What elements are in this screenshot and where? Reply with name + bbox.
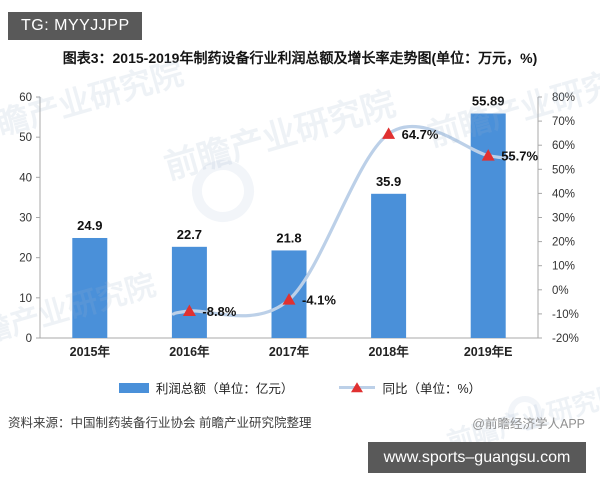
svg-text:10: 10 xyxy=(19,293,32,305)
svg-text:50: 50 xyxy=(19,132,32,144)
svg-text:30: 30 xyxy=(19,213,32,225)
svg-text:35.9: 35.9 xyxy=(376,174,401,189)
svg-text:60: 60 xyxy=(19,92,32,104)
legend-item-profit: 利润总额（单位：亿元） xyxy=(118,378,294,397)
svg-text:20: 20 xyxy=(19,253,32,265)
legend-label-profit: 利润总额（单位：亿元） xyxy=(155,382,294,396)
svg-text:70%: 70% xyxy=(552,116,575,128)
svg-text:2019年E: 2019年E xyxy=(464,344,513,359)
svg-text:2018年: 2018年 xyxy=(368,344,409,359)
svg-text:40%: 40% xyxy=(552,188,575,200)
tg-banner: TG: MYYJJPP xyxy=(8,12,142,40)
svg-text:24.9: 24.9 xyxy=(77,218,102,233)
svg-text:40: 40 xyxy=(19,172,32,184)
svg-text:50%: 50% xyxy=(552,164,575,176)
svg-text:-20%: -20% xyxy=(552,333,579,345)
source-note: 资料来源：中国制药装备行业协会 前瞻产业研究院整理 xyxy=(8,416,312,430)
svg-text:2015年: 2015年 xyxy=(70,344,111,359)
svg-text:55.7%: 55.7% xyxy=(501,149,538,164)
svg-text:80%: 80% xyxy=(552,92,575,104)
svg-text:2016年: 2016年 xyxy=(169,344,210,359)
svg-text:-8.8%: -8.8% xyxy=(202,304,236,319)
svg-text:0%: 0% xyxy=(552,285,569,297)
svg-text:0: 0 xyxy=(26,333,32,345)
svg-text:21.8: 21.8 xyxy=(276,230,301,245)
legend-label-growth: 同比（单位：%） xyxy=(382,382,482,396)
svg-text:10%: 10% xyxy=(552,261,575,273)
legend-item-growth: 同比（单位：%） xyxy=(339,378,481,397)
svg-text:-4.1%: -4.1% xyxy=(302,293,336,308)
svg-text:64.7%: 64.7% xyxy=(402,127,439,142)
triangle-marker-icon xyxy=(351,381,364,392)
svg-text:20%: 20% xyxy=(552,237,575,249)
svg-text:55.89: 55.89 xyxy=(472,94,505,109)
legend: 利润总额（单位：亿元） 同比（单位：%） xyxy=(0,378,600,397)
bar-swatch-icon xyxy=(118,382,149,393)
svg-text:22.7: 22.7 xyxy=(177,227,202,242)
chart-title: 图表3：2015-2019年制药设备行业利润总额及增长率走势图(单位：万元，%) xyxy=(62,50,538,66)
svg-text:30%: 30% xyxy=(552,213,575,225)
line-swatch-icon xyxy=(339,381,376,392)
svg-text:2017年: 2017年 xyxy=(269,344,310,359)
website-banner: www.sports–guangsu.com xyxy=(368,442,586,473)
svg-text:60%: 60% xyxy=(552,140,575,152)
svg-text:-10%: -10% xyxy=(552,309,579,321)
credit-text: @前瞻经济学人APP xyxy=(472,417,585,431)
